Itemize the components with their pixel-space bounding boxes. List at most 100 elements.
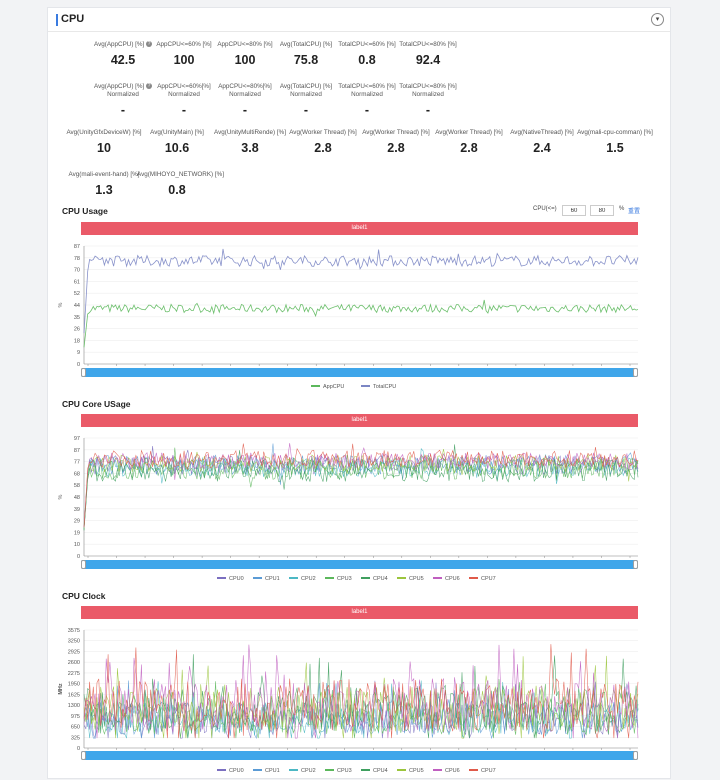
y-tick-label: 44 bbox=[74, 303, 80, 309]
cpu-usage-zoom-slider[interactable] bbox=[81, 368, 638, 377]
metric-tile: Avg(NativeThread) [%] 2.4 bbox=[502, 129, 582, 155]
zoom-handle-left[interactable] bbox=[81, 368, 86, 377]
metric-label: TotalCPU<=60% [%] bbox=[338, 83, 396, 90]
help-icon[interactable]: ? bbox=[146, 83, 153, 90]
metric-label: Avg(Worker Thread) [%] bbox=[435, 129, 503, 136]
y-tick-label: 0 bbox=[77, 554, 80, 560]
metric-label: Avg(AppCPU) [%] ? bbox=[93, 83, 153, 90]
collapse-chevron-icon[interactable]: ▾ bbox=[651, 13, 664, 26]
zoom-handle-left[interactable] bbox=[81, 751, 86, 760]
metric-tile: Avg(TotalCPU) [%] 75.8 bbox=[266, 41, 346, 67]
metric-tile: TotalCPU<=80% [%] 92.4 bbox=[388, 41, 468, 67]
y-tick-label: 1625 bbox=[68, 692, 80, 698]
legend-item-cpu6[interactable]: CPU6 bbox=[433, 576, 460, 582]
metric-tile: Avg(UnityMain) [%] 10.6 bbox=[137, 129, 217, 155]
y-tick-label: 2275 bbox=[68, 671, 80, 677]
metric-tile: Avg(Worker Thread) [%] 2.8 bbox=[283, 129, 363, 155]
cpu-clock-zoom-slider[interactable] bbox=[81, 751, 638, 760]
y-tick-label: 2600 bbox=[68, 660, 80, 666]
legend-item-cpu1[interactable]: CPU1 bbox=[253, 768, 280, 774]
legend-label: CPU4 bbox=[373, 768, 388, 774]
metric-tile: Avg(mali-cpu-comman) [%] 1.5 bbox=[575, 129, 655, 155]
threshold-low-input[interactable] bbox=[562, 205, 586, 216]
series-line-cpu7 bbox=[83, 443, 639, 527]
metric-value: 75.8 bbox=[293, 53, 319, 67]
legend-item-cpu7[interactable]: CPU7 bbox=[469, 576, 496, 582]
y-tick-label: 18 bbox=[74, 338, 80, 344]
legend-item-cpu5[interactable]: CPU5 bbox=[397, 768, 424, 774]
metric-value: 100 bbox=[173, 53, 195, 67]
legend-item-cpu4[interactable]: CPU4 bbox=[361, 768, 388, 774]
cpu-usage-label-band: label1 bbox=[81, 222, 638, 235]
metric-value: 0.8 bbox=[168, 183, 186, 197]
legend-item-cpu0[interactable]: CPU0 bbox=[217, 576, 244, 582]
metric-tile: AppCPU<=60%[%] Normalized - bbox=[144, 83, 224, 117]
metric-value: 0.8 bbox=[358, 53, 376, 67]
y-tick-label: 975 bbox=[71, 714, 80, 720]
metric-label: Avg(Worker Thread) [%] bbox=[289, 129, 357, 136]
series-line-cpu4 bbox=[83, 444, 639, 531]
y-tick-label: 70 bbox=[74, 268, 80, 274]
metric-label: Avg(UnityMultiRende) [%] bbox=[214, 129, 286, 136]
metric-sublabel: Normalized bbox=[107, 91, 139, 98]
y-tick-label: 39 bbox=[74, 507, 80, 513]
y-tick-label: 2925 bbox=[68, 649, 80, 655]
legend-label: CPU1 bbox=[265, 768, 280, 774]
y-tick-label: 0 bbox=[77, 362, 80, 368]
metric-value: 100 bbox=[234, 53, 256, 67]
legend-label: CPU4 bbox=[373, 576, 388, 582]
legend-item-cpu6[interactable]: CPU6 bbox=[433, 768, 460, 774]
metric-value: - bbox=[120, 103, 126, 117]
legend-item-cpu4[interactable]: CPU4 bbox=[361, 576, 388, 582]
series-line-appcpu bbox=[83, 299, 639, 348]
legend-item-cpu2[interactable]: CPU2 bbox=[289, 576, 316, 582]
cpu-core-zoom-slider[interactable] bbox=[81, 560, 638, 569]
legend-item-appcpu[interactable]: AppCPU bbox=[311, 384, 344, 390]
zoom-handle-right[interactable] bbox=[633, 751, 638, 760]
cpu-core-usage-title: CPU Core USage bbox=[62, 399, 131, 409]
zoom-handle-right[interactable] bbox=[633, 368, 638, 377]
metric-value: - bbox=[425, 103, 431, 117]
y-tick-label: 0 bbox=[77, 746, 80, 752]
legend-label: CPU6 bbox=[445, 576, 460, 582]
legend-item-cpu0[interactable]: CPU0 bbox=[217, 768, 244, 774]
metric-value: 2.8 bbox=[314, 141, 332, 155]
legend-label: CPU3 bbox=[337, 768, 352, 774]
legend-item-totalcpu[interactable]: TotalCPU bbox=[361, 384, 396, 390]
legend-item-cpu3[interactable]: CPU3 bbox=[325, 768, 352, 774]
legend-label: CPU6 bbox=[445, 768, 460, 774]
cpu-card: CPU ▾ Avg(AppCPU) [%] ? 42.5 AppCPU<=60% [… bbox=[47, 7, 671, 779]
legend-item-cpu3[interactable]: CPU3 bbox=[325, 576, 352, 582]
threshold-unit: % bbox=[619, 206, 625, 212]
metric-value: 2.8 bbox=[387, 141, 405, 155]
metric-tile: Avg(Worker Thread) [%] 2.8 bbox=[429, 129, 509, 155]
legend-item-cpu5[interactable]: CPU5 bbox=[397, 576, 424, 582]
metric-label: Avg(TotalCPU) [%] bbox=[279, 41, 333, 48]
metric-sublabel: Normalized bbox=[351, 91, 383, 98]
metric-tile: AppCPU<=80%[%] Normalized - bbox=[205, 83, 285, 117]
metric-value: - bbox=[242, 103, 248, 117]
legend-item-cpu1[interactable]: CPU1 bbox=[253, 576, 280, 582]
y-tick-label: 68 bbox=[74, 471, 80, 477]
threshold-reset-link[interactable]: 重置 bbox=[628, 209, 641, 215]
y-axis-label: % bbox=[58, 494, 64, 499]
zoom-handle-left[interactable] bbox=[81, 560, 86, 569]
help-icon[interactable]: ? bbox=[146, 41, 153, 48]
legend-label: CPU5 bbox=[409, 768, 424, 774]
metric-tile: TotalCPU<=80% [%] Normalized - bbox=[388, 83, 468, 117]
y-tick-label: 650 bbox=[71, 725, 80, 731]
legend-item-cpu2[interactable]: CPU2 bbox=[289, 768, 316, 774]
cpu-clock-label-band: label1 bbox=[81, 606, 638, 619]
legend-item-cpu7[interactable]: CPU7 bbox=[469, 768, 496, 774]
metric-label: Avg(AppCPU) [%] ? bbox=[93, 41, 153, 48]
metric-value: 10.6 bbox=[164, 141, 190, 155]
zoom-handle-right[interactable] bbox=[633, 560, 638, 569]
metric-label: Avg(MIHOYO_NETWORK) [%] bbox=[137, 171, 225, 178]
threshold-high-input[interactable] bbox=[590, 205, 614, 216]
metric-value: 2.4 bbox=[533, 141, 551, 155]
title-accent-bar bbox=[56, 14, 58, 26]
legend-label: AppCPU bbox=[323, 384, 344, 390]
metric-label: Avg(UnityMain) [%] bbox=[150, 129, 204, 136]
metric-label: AppCPU<=80%[%] bbox=[218, 83, 272, 90]
metric-value: 1.5 bbox=[606, 141, 624, 155]
